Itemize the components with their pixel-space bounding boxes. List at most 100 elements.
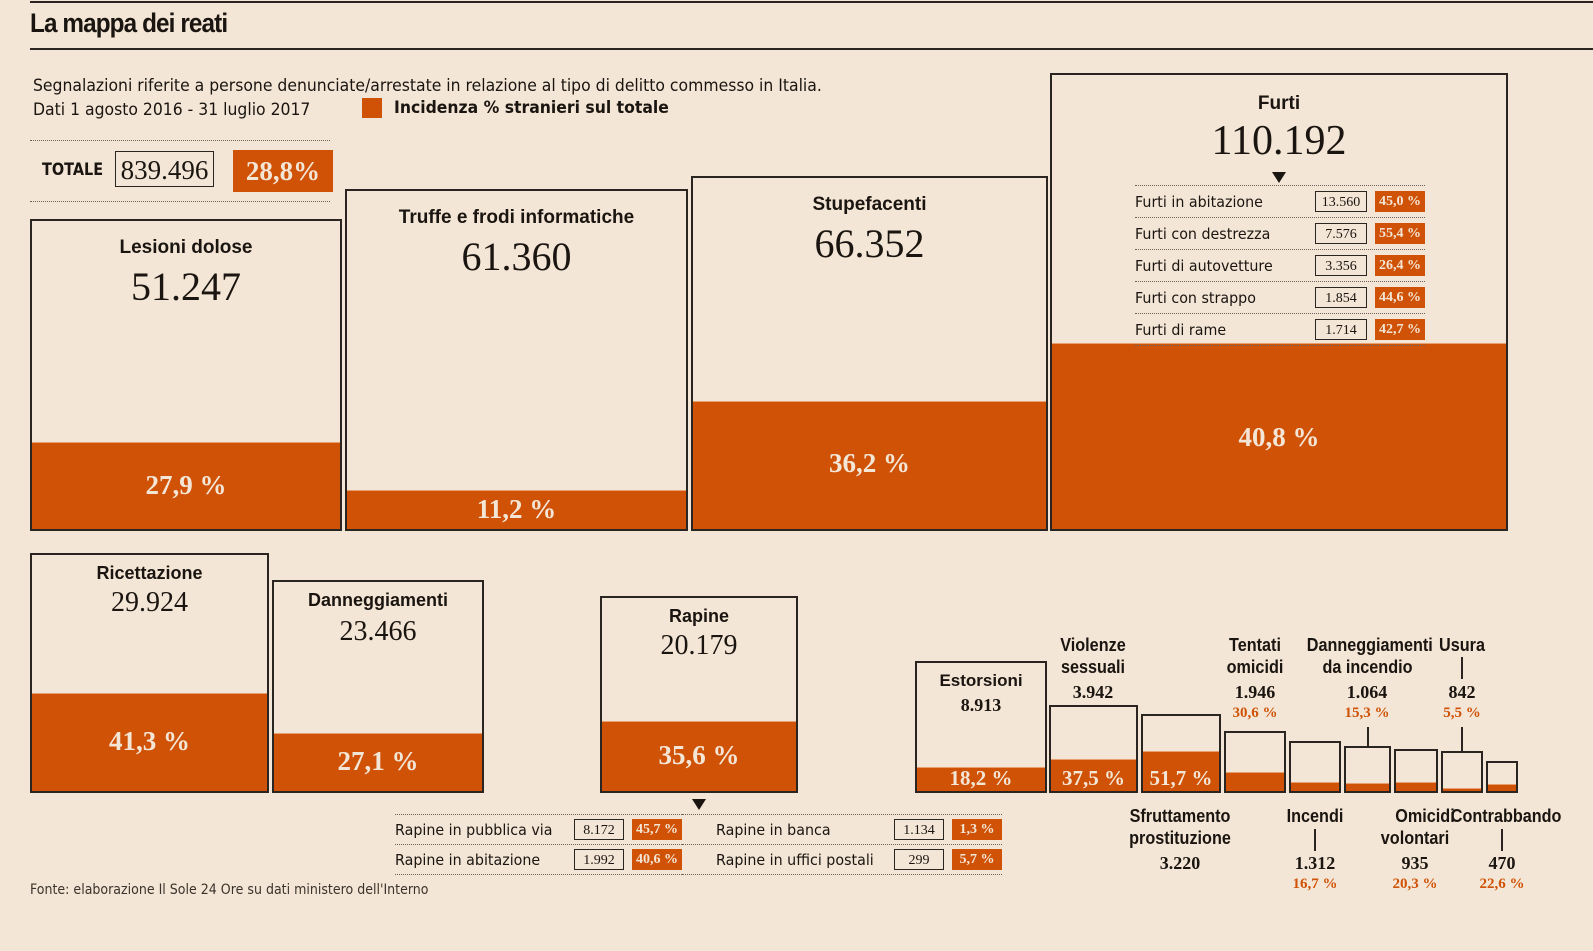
breakdown-pct: 45,0 % [1375,191,1425,212]
breakdown-row: Furti in abitazione 13.560 45,0 % [1135,186,1425,218]
name-stupefacenti: Stupefacenti [812,194,927,215]
breakdown-pct: 45,7 % [632,819,682,840]
label-tentati-line2: omicidi [1226,657,1284,677]
pct-furti: 40,8 % [1238,422,1320,452]
fill-ricettazione [32,692,267,791]
fill-contrabbando [1488,783,1516,791]
fill-danneggiamenti [274,733,482,791]
value-rapine: 20.179 [660,630,738,661]
label-violenze-line2: sessuali [1061,657,1125,677]
breakdown-pct: 26,4 % [1375,255,1425,276]
totale-pct: 28,8% [233,150,333,192]
totale-label: TOTALE [42,160,104,180]
totale-divider-top [30,140,330,141]
block-lesioni: Lesioni dolose 51.247 27,9 % [30,219,342,531]
label-sfruttamento-line1: Sfruttamento [1129,806,1231,826]
breakdown-label: Furti in abitazione [1135,192,1263,211]
label-dann-incendio-line2: da incendio [1322,657,1413,677]
legend-swatch [362,98,382,118]
label-omicidi-line2: volontari [1380,828,1450,848]
pct-usura: 5,5 % [1443,705,1481,721]
fill-usura [1443,787,1481,791]
value-ricettazione: 29.924 [111,587,188,618]
legend-label: Incidenza % stranieri sul totale [394,98,669,118]
label-dann-incendio-line1: Danneggiamenti [1306,635,1433,655]
value-contrabbando: 470 [1488,853,1516,873]
breakdown-pct: 5,7 % [952,849,1002,870]
value-dann-incendio: 1.064 [1346,682,1388,702]
rapine-breakdown-arrow-icon [692,799,706,810]
breakdown-label: Furti con destrezza [1135,224,1271,243]
breakdown-row: Furti con destrezza 7.576 55,4 % [1135,218,1425,250]
label-omicidi-line1: Omicidi [1395,806,1455,826]
pct-sfruttamento: 51,7 % [1149,766,1213,790]
pct-danneggiamenti: 27,1 % [337,746,419,776]
name-truffe: Truffe e frodi informatiche [398,207,635,228]
fill-sfruttamento [1143,751,1219,791]
subtitle-line-1: Segnalazioni riferite a persone denuncia… [33,76,822,96]
block-omicidi [1394,749,1438,793]
source-note: Fonte: elaborazione Il Sole 24 Ore su da… [30,882,429,898]
pct-stupefacenti: 36,2 % [829,448,910,478]
block-dann-incendio [1344,746,1391,793]
block-sfruttamento: 51,7 % [1141,714,1221,793]
pct-ricettazione: 41,3 % [109,726,190,756]
value-sfruttamento: 3.220 [1159,853,1201,873]
pct-incendi: 16,7 % [1292,876,1338,892]
name-rapine: Rapine [668,606,729,626]
subtitle-line-2: Dati 1 agosto 2016 - 31 luglio 2017 [33,100,311,120]
breakdown-label: Rapine in pubblica via [395,820,553,839]
value-incendi: 1.312 [1294,853,1336,873]
breakdown-row: Furti con strappo 1.854 44,6 % [1135,282,1425,314]
value-tentati: 1.946 [1234,682,1276,702]
label-violenze-line1: Violenze [1060,635,1126,655]
block-estorsioni: Estorsioni 8.913 18,2 % [915,661,1047,793]
value-danneggiamenti: 23.466 [339,616,417,647]
title-rule [30,48,1593,50]
breakdown-row: Rapine in uffici postali 299 5,7 % [682,845,1002,875]
breakdown-pct: 44,6 % [1375,287,1425,308]
fill-omicidi [1396,781,1436,791]
breakdown-value: 1.134 [894,819,944,840]
breakdown-row: Rapine in abitazione 1.992 40,6 % [395,845,682,875]
label-contrabbando: Contrabbando [1450,806,1562,826]
label-sfruttamento-line2: prostituzione [1129,828,1231,848]
pct-contrabbando: 22,6 % [1479,876,1525,892]
breakdown-value: 8.172 [574,819,624,840]
connector-usura [1461,727,1463,751]
connector-incendi [1314,829,1316,851]
connector-dann-incendio [1367,727,1369,746]
block-stupefacenti: Stupefacenti 66.352 36,2 % [691,176,1048,531]
furti-breakdown-arrow-icon [1272,172,1286,183]
value-estorsioni: 8.913 [960,695,1002,715]
name-estorsioni: Estorsioni [939,671,1023,690]
fill-lesioni [32,442,340,529]
breakdown-row: Rapine in pubblica via 8.172 45,7 % [395,815,682,845]
pct-dann-incendio: 15,3 % [1344,705,1390,721]
top-rule [30,1,1593,3]
rapine-breakdown-left: Rapine in pubblica via 8.172 45,7 % Rapi… [395,814,682,875]
rapine-breakdown-right: Rapine in banca 1.134 1,3 % Rapine in uf… [682,814,1002,875]
pct-rapine: 35,6 % [658,740,740,770]
subtitle: Segnalazioni riferite a persone denuncia… [33,74,822,122]
breakdown-row: Furti di rame 1.714 42,7 % [1135,314,1425,346]
breakdown-value: 299 [894,849,944,870]
pct-estorsioni: 18,2 % [949,766,1013,790]
value-usura: 842 [1448,682,1476,702]
name-furti: Furti [1257,93,1301,114]
fill-stupefacenti [693,400,1046,529]
breakdown-label: Furti con strappo [1135,288,1256,307]
value-omicidi: 935 [1401,853,1429,873]
breakdown-value: 7.576 [1315,223,1367,244]
block-tentati [1224,731,1286,793]
fill-furti [1052,342,1506,529]
label-incendi: Incendi [1286,806,1344,826]
block-incendi [1289,741,1341,793]
pct-omicidi: 20,3 % [1392,876,1438,892]
breakdown-label: Furti di rame [1135,320,1227,339]
fill-dann-incendio [1346,783,1389,791]
page-title: La mappa dei reati [30,8,228,38]
breakdown-pct: 40,6 % [632,849,682,870]
breakdown-value: 13.560 [1315,191,1367,212]
totale-value: 839.496 [115,151,214,187]
